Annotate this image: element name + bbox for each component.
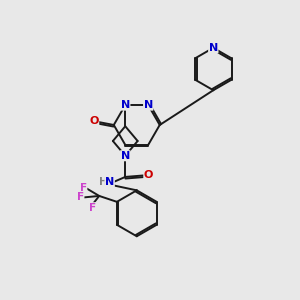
Text: N: N [209, 43, 218, 53]
Text: F: F [77, 192, 84, 203]
Text: N: N [105, 177, 114, 187]
Text: N: N [144, 100, 153, 110]
Text: O: O [144, 170, 153, 181]
Text: N: N [121, 100, 130, 110]
Text: F: F [80, 183, 87, 193]
Text: H: H [98, 177, 107, 187]
Text: F: F [89, 203, 96, 213]
Text: N: N [121, 151, 130, 161]
Text: O: O [89, 116, 99, 126]
